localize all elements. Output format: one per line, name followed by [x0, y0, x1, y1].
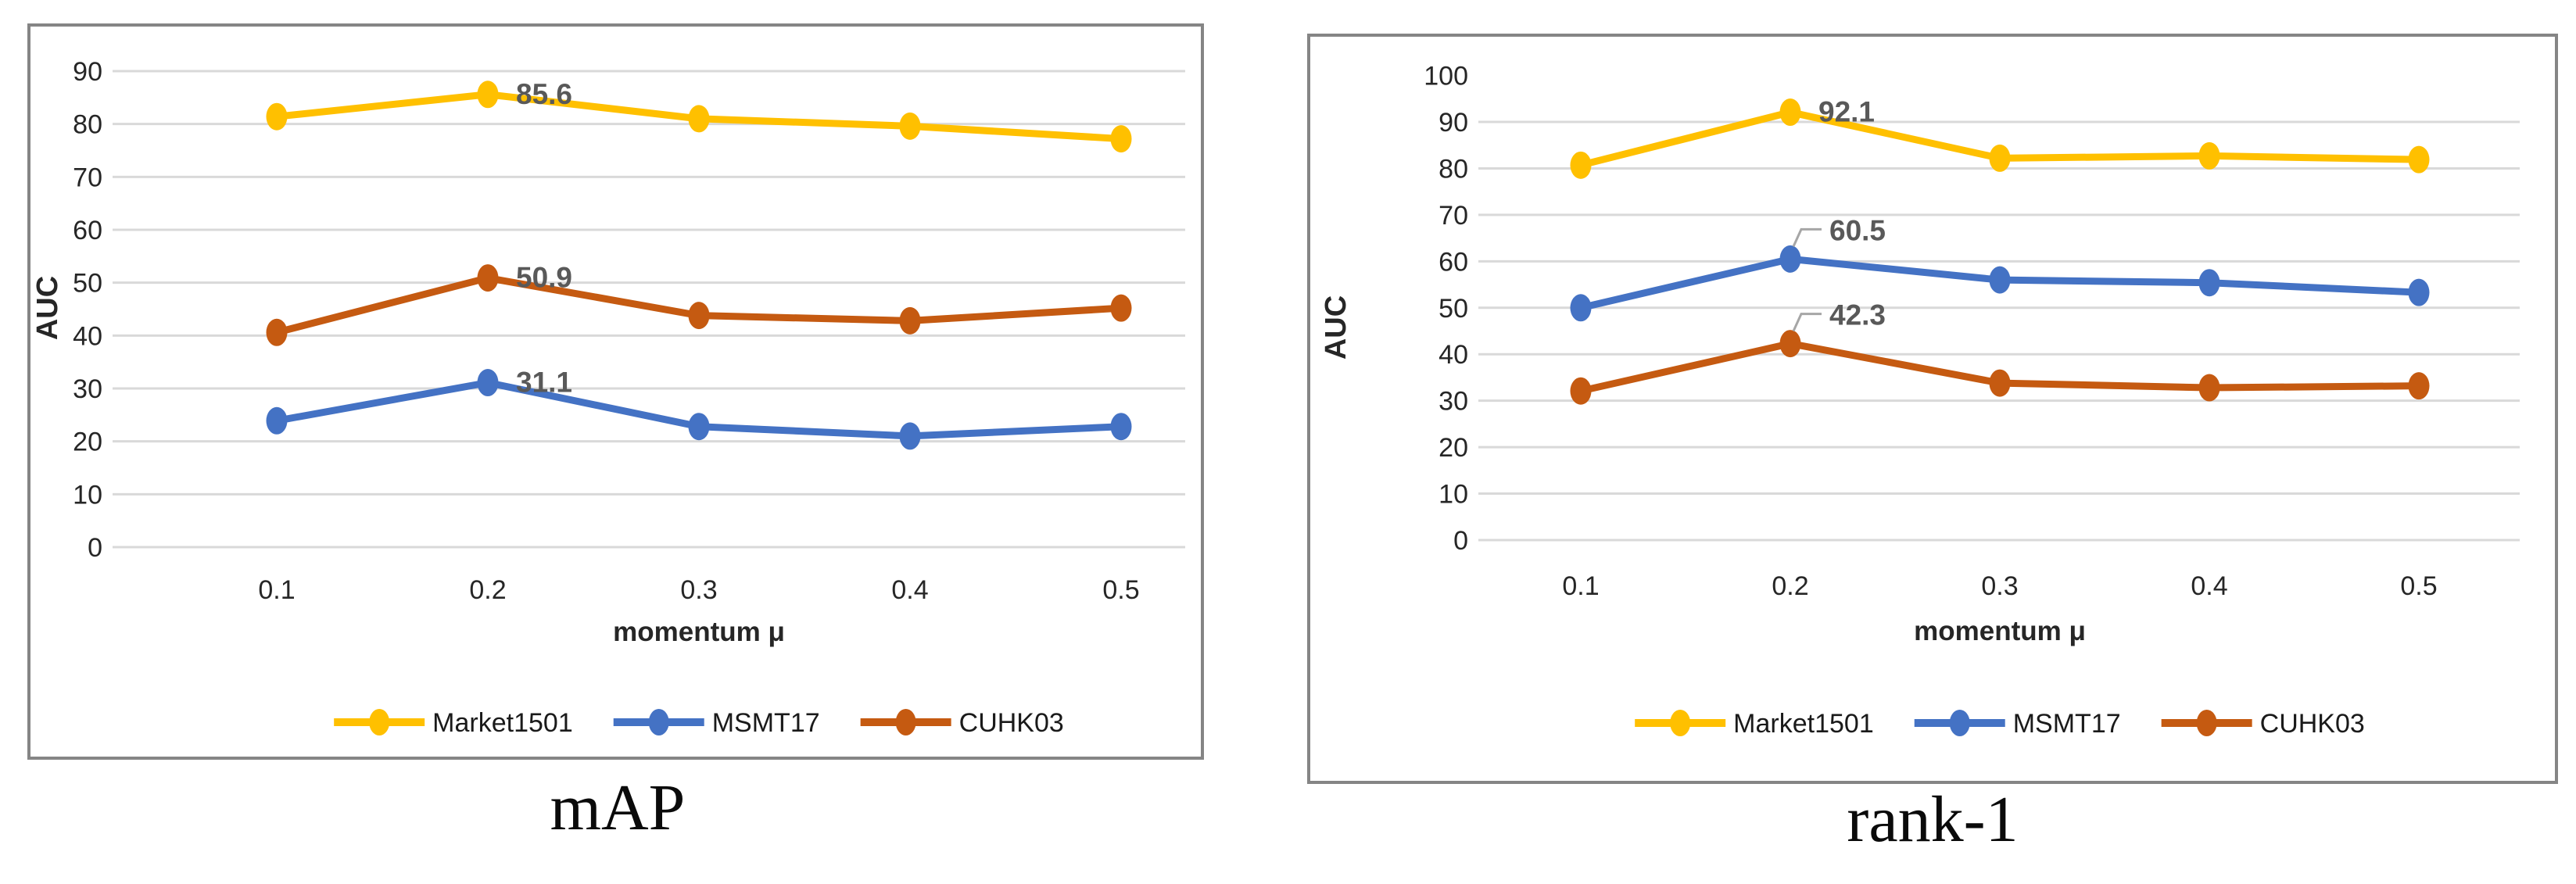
data-label-MSMT17: 31.1 — [516, 367, 572, 399]
chart-svg-rank1: 0 10 20 30 40 50 60 70 80 90 100 0.1 0.2 0.3 0.4 0.5 mom… — [1320, 62, 2520, 739]
y-tick-label: 100 — [1424, 62, 1468, 91]
x-tick-label: 0.5 — [2400, 571, 2437, 601]
x-tick-label: 0.1 — [1562, 571, 1599, 601]
y-tick-label: 0 — [88, 533, 102, 563]
legend-marker-Market1501 — [1670, 710, 1691, 736]
y-tick-label: 70 — [1438, 201, 1468, 231]
x-tick-label: 0.1 — [258, 575, 295, 605]
marker-CUHK03-0.3 — [1989, 369, 2011, 397]
marker-MSMT17-0.5 — [1110, 413, 1132, 441]
legend: Market1501 MSMT17 CUHK03 — [334, 708, 1064, 738]
legend-label-MSMT17: MSMT17 — [712, 708, 820, 738]
marker-CUHK03-0.3 — [688, 302, 710, 330]
x-tick-label: 0.4 — [891, 575, 928, 605]
x-axis-title: momentum μ — [1914, 616, 2086, 646]
y-axis-title: AUC — [31, 276, 64, 340]
y-tick-label: 60 — [1438, 247, 1468, 277]
chart-svg-map: 0 10 20 30 40 50 60 70 80 90 0.1 0.2 0.3 0.4 0.5 moment… — [31, 57, 1185, 738]
marker-Market1501-0.2 — [477, 81, 499, 109]
marker-CUHK03-0.5 — [2408, 372, 2430, 400]
data-label-leader-MSMT17 — [1792, 227, 1822, 248]
legend-marker-Market1501 — [369, 709, 390, 735]
marker-Market1501-0.4 — [2198, 141, 2220, 170]
legend-item-Market1501: Market1501 — [334, 708, 573, 738]
marker-MSMT17-0.2 — [1779, 245, 1801, 273]
marker-MSMT17-0.2 — [477, 369, 499, 397]
marker-Market1501-0.1 — [1570, 151, 1592, 179]
legend-item-CUHK03: CUHK03 — [860, 708, 1064, 738]
marker-Market1501-0.2 — [1779, 98, 1801, 127]
legend: Market1501 MSMT17 CUHK03 — [1635, 709, 2365, 739]
y-tick-label: 90 — [1438, 108, 1468, 138]
y-tick-label: 30 — [73, 374, 102, 404]
data-label-leader-CUHK03 — [1792, 313, 1822, 332]
legend-label-MSMT17: MSMT17 — [2013, 709, 2121, 739]
data-label-Market1501: 92.1 — [1818, 96, 1875, 128]
marker-CUHK03-0.2 — [1779, 330, 1801, 358]
marker-Market1501-0.5 — [1110, 125, 1132, 153]
caption-rank1: rank-1 — [1847, 783, 2019, 856]
data-label-CUHK03: 42.3 — [1829, 299, 1886, 331]
y-tick-label: 40 — [1438, 340, 1468, 370]
x-tick-label: 0.2 — [1772, 571, 1808, 601]
y-tick-label: 10 — [73, 480, 102, 510]
marker-MSMT17-0.4 — [899, 422, 921, 450]
legend-marker-MSMT17 — [648, 709, 669, 735]
x-tick-label: 0.2 — [469, 575, 506, 605]
marker-CUHK03-0.4 — [2198, 374, 2220, 402]
chart-panel-map: 0 10 20 30 40 50 60 70 80 90 0.1 0.2 0.3 0.4 0.5 moment… — [27, 23, 1204, 760]
marker-CUHK03-0.4 — [899, 306, 921, 335]
data-label-Market1501: 85.6 — [516, 78, 572, 110]
legend-item-MSMT17: MSMT17 — [613, 708, 820, 738]
marker-MSMT17-0.3 — [1989, 266, 2011, 294]
marker-Market1501-0.3 — [1989, 144, 2011, 172]
y-tick-label: 20 — [73, 428, 102, 457]
y-tick-label: 20 — [1438, 433, 1468, 463]
y-tick-label: 50 — [73, 269, 102, 299]
y-tick-label: 0 — [1453, 526, 1468, 556]
x-tick-label: 0.4 — [2191, 571, 2227, 601]
y-tick-label: 30 — [1438, 387, 1468, 417]
marker-MSMT17-0.3 — [688, 413, 710, 441]
legend-label-CUHK03: CUHK03 — [959, 708, 1064, 738]
y-tick-label: 80 — [1438, 154, 1468, 184]
legend-marker-CUHK03 — [895, 709, 916, 735]
y-tick-label: 10 — [1438, 480, 1468, 510]
marker-Market1501-0.1 — [266, 102, 288, 131]
marker-CUHK03-0.2 — [477, 264, 499, 292]
chart-panel-rank1: 0 10 20 30 40 50 60 70 80 90 100 0.1 0.2 0.3 0.4 0.5 mom… — [1307, 34, 2558, 784]
y-axis-title: AUC — [1320, 295, 1352, 360]
marker-MSMT17-0.4 — [2198, 269, 2220, 297]
legend-label-Market1501: Market1501 — [1733, 709, 1874, 739]
legend-item-Market1501: Market1501 — [1635, 709, 1874, 739]
marker-CUHK03-0.1 — [1570, 377, 1592, 405]
y-tick-label: 40 — [73, 321, 102, 351]
legend-item-MSMT17: MSMT17 — [1914, 709, 2121, 739]
x-tick-label: 0.3 — [680, 575, 717, 605]
y-tick-label: 90 — [73, 57, 102, 87]
marker-CUHK03-0.1 — [266, 318, 288, 346]
legend-label-CUHK03: CUHK03 — [2260, 709, 2365, 739]
marker-Market1501-0.5 — [2408, 145, 2430, 174]
marker-Market1501-0.3 — [688, 105, 710, 133]
y-tick-label: 70 — [73, 163, 102, 192]
x-tick-label: 0.5 — [1102, 575, 1139, 605]
marker-MSMT17-0.1 — [266, 406, 288, 435]
x-tick-label: 0.3 — [1981, 571, 2018, 601]
y-tick-label: 50 — [1438, 294, 1468, 324]
y-tick-label: 80 — [73, 110, 102, 140]
marker-MSMT17-0.5 — [2408, 278, 2430, 306]
legend-marker-MSMT17 — [1949, 710, 1970, 736]
x-axis-title: momentum μ — [613, 617, 785, 647]
legend-marker-CUHK03 — [2196, 710, 2217, 736]
legend-item-CUHK03: CUHK03 — [2161, 709, 2365, 739]
marker-MSMT17-0.1 — [1570, 294, 1592, 322]
data-label-CUHK03: 50.9 — [516, 262, 572, 294]
legend-label-Market1501: Market1501 — [432, 708, 573, 738]
caption-map: mAP — [550, 771, 686, 844]
marker-Market1501-0.4 — [899, 112, 921, 140]
marker-CUHK03-0.5 — [1110, 294, 1132, 322]
data-label-MSMT17: 60.5 — [1829, 214, 1886, 246]
y-tick-label: 60 — [73, 216, 102, 245]
